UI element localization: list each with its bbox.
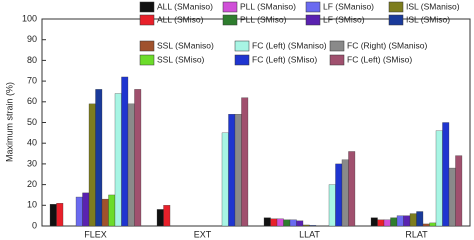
legend-swatch [139,1,155,13]
y-tick-label: 10 [27,200,37,210]
legend-label: FC (Left) (SManiso) [252,40,327,50]
legend-swatch [234,54,250,66]
legend-swatch [388,14,404,26]
legend-swatch [139,54,155,66]
legend-label: LF (SMiso) [323,14,365,24]
legend-swatch [222,1,238,13]
y-tick-label: 60 [27,96,37,106]
bar [156,209,164,227]
legend-swatch [329,54,345,66]
bar [429,222,437,227]
y-tick-label: 100 [22,13,37,23]
y-tick-label: 50 [27,117,37,127]
bar [221,132,229,227]
legend-label: LF (SManiso) [323,1,374,11]
bar [228,114,236,227]
bar [101,198,109,227]
y-axis-label: Maximum strain (%) [4,82,14,162]
legend-label: SSL (SMiso) [157,54,205,64]
bar [296,220,304,227]
bar [370,217,378,227]
legend-swatch [234,40,250,52]
legend-swatch [139,14,155,26]
bar [309,225,317,227]
legend-label: PLL (SManiso) [240,1,296,11]
bar [328,184,336,227]
bar [448,167,456,227]
legend-swatch [139,40,155,52]
legend-swatch [222,14,238,26]
bar [127,103,135,227]
bar [270,218,278,227]
bar [114,93,122,227]
legend-label: FC (Right) (SManiso) [347,40,427,50]
y-tick-label: 90 [27,34,37,44]
legend-label: FC (Left) (SMiso) [252,54,317,64]
legend-label: FC (Left) (SMiso) [347,54,412,64]
bar [263,217,271,227]
bar [416,211,424,227]
y-tick-label: 70 [27,75,37,85]
bar [348,151,356,227]
bar [383,219,391,227]
bar [241,97,249,227]
y-tick-label: 20 [27,179,37,189]
bar [108,194,116,227]
bar [88,103,96,227]
bar [335,163,343,227]
legend-swatch [305,1,321,13]
legend-swatch [388,1,404,13]
bar [302,224,310,227]
bar [95,89,103,227]
bar [82,192,90,227]
x-tick-label: LLAT [299,229,320,239]
bar [49,204,57,227]
legend-label: ISL (SMiso) [406,14,450,24]
bar [377,219,385,227]
bar [435,130,443,227]
legend-label: ISL (SManiso) [406,1,460,11]
bar [283,219,291,227]
bar [289,219,297,227]
legend-label: SSL (SManiso) [157,40,214,50]
x-tick-label: EXT [194,229,212,239]
legend-label: ALL (SMiso) [157,14,204,24]
legend-swatch [329,40,345,52]
legend-swatch [305,14,321,26]
y-tick-label: 40 [27,138,37,148]
y-tick-label: 0 [32,220,37,230]
bar [56,203,64,227]
bar [442,122,450,227]
bar [163,205,171,227]
bar [341,159,349,227]
legend-label: ALL (SManiso) [157,1,213,11]
bar [276,218,284,227]
bar [75,196,83,227]
bar [403,215,411,227]
bar [390,217,398,227]
bar [134,89,142,227]
y-tick-label: 30 [27,158,37,168]
bar [396,215,404,227]
x-tick-label: FLEX [84,229,107,239]
bar [234,114,242,227]
bar [455,155,463,227]
y-tick-label: 80 [27,55,37,65]
legend-label: PLL (SMiso) [240,14,287,24]
bar [422,223,430,227]
bar [121,76,129,227]
x-tick-label: RLAT [405,229,428,239]
bar [409,213,417,227]
